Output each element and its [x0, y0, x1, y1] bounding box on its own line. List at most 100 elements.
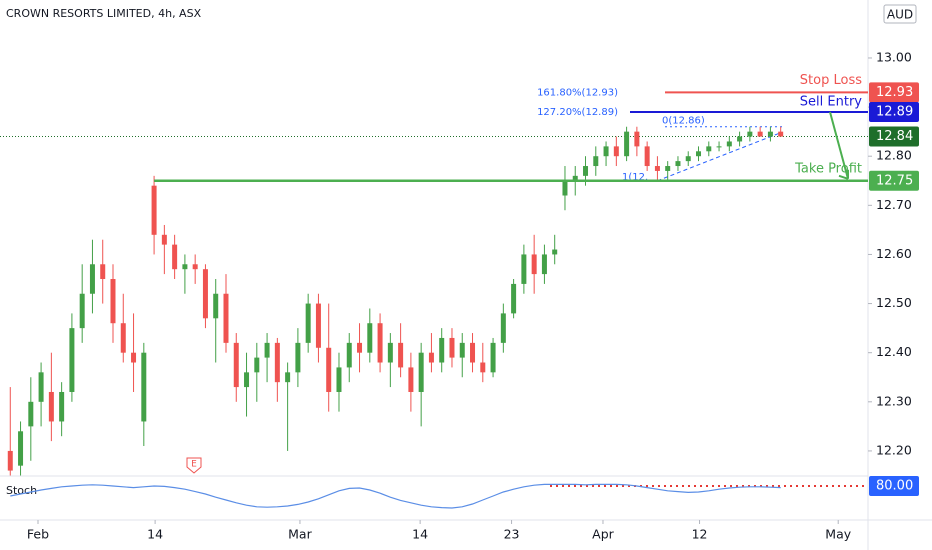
indicator-name: Stoch — [6, 484, 37, 497]
candle-body — [408, 367, 414, 392]
y-tick-label: 13.00 — [876, 49, 912, 64]
candle-body — [305, 303, 311, 343]
y-tick-label: 12.50 — [876, 295, 912, 310]
candle-body — [654, 166, 660, 171]
price-tag — [869, 82, 919, 103]
currency-box[interactable] — [883, 4, 917, 24]
x-tick-label: Mar — [288, 527, 312, 542]
candle-body — [500, 313, 506, 343]
candle-body — [470, 342, 476, 363]
candle-body — [172, 244, 178, 270]
candle-body — [634, 131, 640, 147]
candle-body — [48, 391, 54, 422]
candle-body — [541, 254, 547, 275]
candle-body — [326, 347, 332, 392]
candle-body — [182, 264, 188, 270]
candle-body — [336, 367, 342, 392]
candle-body — [28, 401, 34, 427]
chart-title: CROWN RESORTS LIMITED, 4h, ASX — [6, 7, 202, 20]
candle-body — [490, 342, 496, 373]
candle-body — [285, 372, 291, 383]
candle-body — [357, 342, 363, 353]
candle-body — [377, 323, 383, 363]
y-tick-label: 12.70 — [876, 197, 912, 212]
candle-body — [613, 146, 619, 157]
arrow-head — [838, 169, 849, 180]
x-tick-label: 14 — [412, 527, 428, 542]
candle-body — [398, 342, 404, 368]
y-tick-label: 12.30 — [876, 393, 912, 408]
candle-body — [418, 352, 424, 392]
candle-body — [387, 342, 393, 363]
stoch-value-label: 80.00 — [876, 479, 913, 494]
price-tag-label: 12.75 — [876, 173, 913, 188]
candle-body — [233, 342, 239, 388]
candle-body — [521, 254, 527, 284]
candle-body — [747, 131, 753, 137]
candle-body — [511, 283, 517, 314]
y-tick-label: 12.40 — [876, 344, 912, 359]
earnings-label[interactable]: E — [191, 460, 197, 470]
earnings-icon — [186, 457, 202, 474]
candle-body — [244, 372, 250, 388]
candle-body — [696, 151, 702, 157]
price-tag-label: 12.93 — [876, 85, 913, 100]
fib-label: 0(12.86) — [662, 116, 705, 127]
candle-body — [439, 337, 445, 363]
candle-body — [315, 303, 321, 348]
candle-body — [110, 279, 116, 324]
trend-line — [657, 132, 781, 182]
fib-label: 1(12. — [622, 172, 648, 183]
candle-body — [7, 450, 13, 471]
candle-body — [100, 264, 106, 280]
candle-body — [716, 146, 722, 148]
arrow — [829, 111, 849, 180]
candle-body — [767, 131, 773, 137]
price-tag — [869, 126, 919, 147]
candle-body — [69, 328, 75, 392]
x-tick-label: 12 — [692, 527, 708, 542]
price-tag-label: 12.84 — [876, 129, 913, 144]
candle-body — [552, 249, 558, 255]
candle-body — [603, 146, 609, 157]
candle-body — [757, 131, 763, 137]
candle-body — [531, 254, 537, 275]
x-tick-label: Apr — [592, 527, 614, 542]
candle-body — [367, 323, 373, 353]
candle-body — [685, 156, 691, 162]
candle-body — [346, 342, 352, 368]
candle-body — [726, 141, 732, 147]
candle-body — [223, 293, 229, 343]
level-label: Take Profit — [794, 161, 862, 176]
x-tick-label: 23 — [504, 527, 520, 542]
candle-body — [778, 131, 784, 137]
candle-body — [59, 391, 65, 422]
candle-body — [213, 293, 219, 319]
fib-label: 161.80%(12.93) — [537, 87, 618, 98]
candle-body — [18, 431, 24, 466]
price-tag — [869, 476, 919, 496]
candle-body — [254, 357, 260, 373]
y-tick-label: 12.20 — [876, 442, 912, 457]
candle-body — [192, 264, 198, 270]
x-tick-label: May — [825, 527, 851, 542]
x-tick-label: Feb — [27, 527, 49, 542]
candle-body — [624, 131, 630, 157]
candle-body — [79, 293, 85, 329]
candle-body — [151, 185, 157, 235]
candle-body — [264, 342, 270, 358]
candle-body — [665, 166, 671, 171]
candle-body — [644, 146, 650, 167]
candle-body — [131, 352, 137, 363]
price-tag — [869, 170, 919, 191]
candle-body — [274, 342, 280, 383]
candle-body — [202, 269, 208, 319]
candle-body — [583, 166, 589, 176]
candle-body — [737, 136, 743, 142]
candle-body — [449, 337, 455, 358]
x-tick-label: 14 — [147, 527, 163, 542]
candle-body — [562, 180, 568, 196]
candle-body — [675, 161, 681, 167]
currency[interactable]: AUD — [887, 8, 913, 22]
